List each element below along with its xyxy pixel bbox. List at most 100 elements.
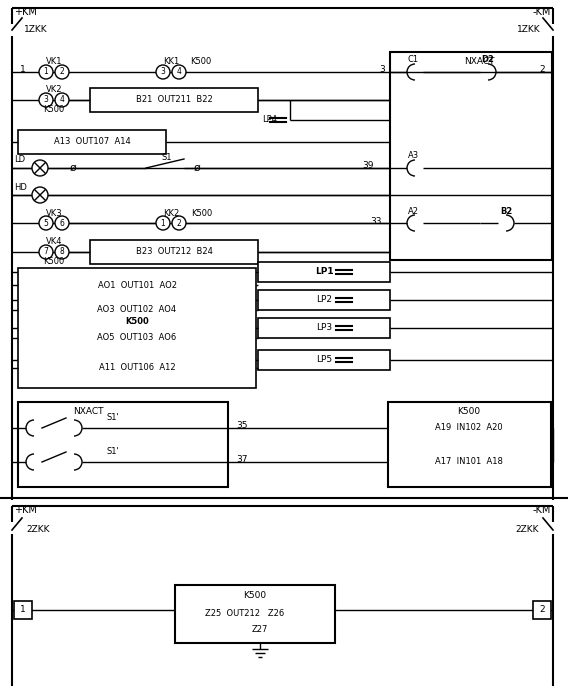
Circle shape (39, 65, 53, 79)
Text: 6: 6 (60, 219, 64, 228)
Text: 2: 2 (539, 606, 545, 615)
Text: A11  OUT106  A12: A11 OUT106 A12 (99, 363, 176, 372)
Bar (18, 130, 166, 154)
Text: K500: K500 (43, 106, 65, 115)
Text: HD: HD (14, 182, 27, 191)
Text: 3: 3 (44, 95, 48, 104)
Bar (90, 88, 258, 112)
Circle shape (39, 93, 53, 107)
Text: 35: 35 (236, 422, 248, 431)
Text: AO3  OUT102  AO4: AO3 OUT102 AO4 (98, 306, 177, 315)
Bar (388, 402, 551, 487)
Text: A13  OUT107  A14: A13 OUT107 A14 (53, 138, 131, 146)
Circle shape (39, 245, 53, 259)
Bar (533, 601, 551, 619)
Text: K500: K500 (125, 317, 149, 326)
Text: 4: 4 (177, 68, 181, 77)
Text: A19  IN102  A20: A19 IN102 A20 (435, 423, 503, 432)
Text: LP4: LP4 (262, 115, 277, 123)
Text: 3: 3 (161, 68, 165, 77)
Text: A2: A2 (407, 207, 419, 216)
Text: 2ZKK: 2ZKK (26, 525, 49, 535)
Text: AO1  OUT101  AO2: AO1 OUT101 AO2 (98, 280, 177, 290)
Text: 39: 39 (362, 161, 374, 171)
Text: NXACT: NXACT (73, 407, 103, 416)
Text: 3: 3 (379, 65, 385, 74)
Text: VK4: VK4 (46, 237, 62, 246)
Bar (258, 350, 390, 370)
Bar (258, 262, 390, 282)
Text: LP2: LP2 (316, 296, 332, 305)
Text: A3: A3 (407, 152, 419, 161)
Text: ø: ø (70, 163, 76, 173)
Text: AO5  OUT103  AO6: AO5 OUT103 AO6 (97, 333, 177, 342)
Circle shape (32, 187, 48, 203)
Bar (14, 601, 32, 619)
Text: -KM: -KM (533, 7, 551, 17)
Text: VK3: VK3 (46, 209, 62, 217)
Text: 1: 1 (20, 606, 26, 615)
Text: S1': S1' (107, 413, 119, 422)
Text: LD: LD (14, 155, 25, 164)
Text: 8: 8 (60, 248, 64, 257)
Circle shape (55, 65, 69, 79)
Text: 2: 2 (60, 68, 64, 77)
Text: 1ZKK: 1ZKK (24, 26, 48, 35)
Text: LP5: LP5 (316, 356, 332, 365)
Text: LP3: LP3 (316, 324, 332, 333)
Text: K500: K500 (457, 407, 481, 416)
Text: 1ZKK: 1ZKK (517, 26, 541, 35)
Text: K500: K500 (190, 58, 211, 67)
Circle shape (156, 65, 170, 79)
Bar (390, 52, 552, 260)
Text: +KM: +KM (14, 7, 37, 17)
Text: VK1: VK1 (46, 58, 62, 67)
Text: Z25  OUT212   Z26: Z25 OUT212 Z26 (206, 608, 285, 617)
Bar (258, 290, 390, 310)
Text: +KM: +KM (14, 505, 37, 515)
Text: 5: 5 (44, 219, 48, 228)
Circle shape (172, 65, 186, 79)
Circle shape (172, 216, 186, 230)
Text: VK2: VK2 (46, 86, 62, 95)
Text: 37: 37 (236, 455, 248, 464)
Circle shape (55, 245, 69, 259)
Text: 1: 1 (44, 68, 48, 77)
Bar (258, 318, 390, 338)
Text: 2: 2 (540, 65, 545, 74)
Circle shape (55, 93, 69, 107)
Text: S1: S1 (162, 154, 172, 162)
Text: ø: ø (194, 163, 201, 173)
Text: 7: 7 (44, 248, 48, 257)
Text: 33: 33 (370, 216, 382, 226)
Text: 2: 2 (177, 219, 181, 228)
Text: K500: K500 (191, 209, 212, 217)
Text: K500: K500 (43, 258, 65, 267)
Text: B21  OUT211  B22: B21 OUT211 B22 (136, 95, 212, 104)
Text: NXACT: NXACT (463, 58, 494, 67)
Text: B23  OUT212  B24: B23 OUT212 B24 (136, 248, 212, 257)
Bar (18, 268, 256, 388)
Text: -KM: -KM (533, 505, 551, 515)
Circle shape (156, 216, 170, 230)
Text: KK1: KK1 (163, 58, 179, 67)
Circle shape (32, 160, 48, 176)
Text: S1': S1' (107, 448, 119, 457)
Text: D2: D2 (482, 56, 494, 65)
Text: A17  IN101  A18: A17 IN101 A18 (435, 457, 503, 466)
Text: 4: 4 (60, 95, 64, 104)
Text: 1: 1 (161, 219, 165, 228)
Circle shape (39, 216, 53, 230)
Text: 1: 1 (20, 65, 26, 74)
Bar (18, 402, 228, 487)
Text: C1: C1 (407, 56, 419, 65)
Text: K500: K500 (244, 590, 266, 599)
Text: B2: B2 (500, 207, 512, 216)
Text: KK2: KK2 (163, 209, 179, 217)
Text: 2ZKK: 2ZKK (516, 525, 539, 535)
Text: LP1: LP1 (315, 267, 333, 276)
Bar (90, 240, 258, 264)
Bar (175, 585, 335, 643)
Text: Z27: Z27 (252, 624, 268, 633)
Circle shape (55, 216, 69, 230)
